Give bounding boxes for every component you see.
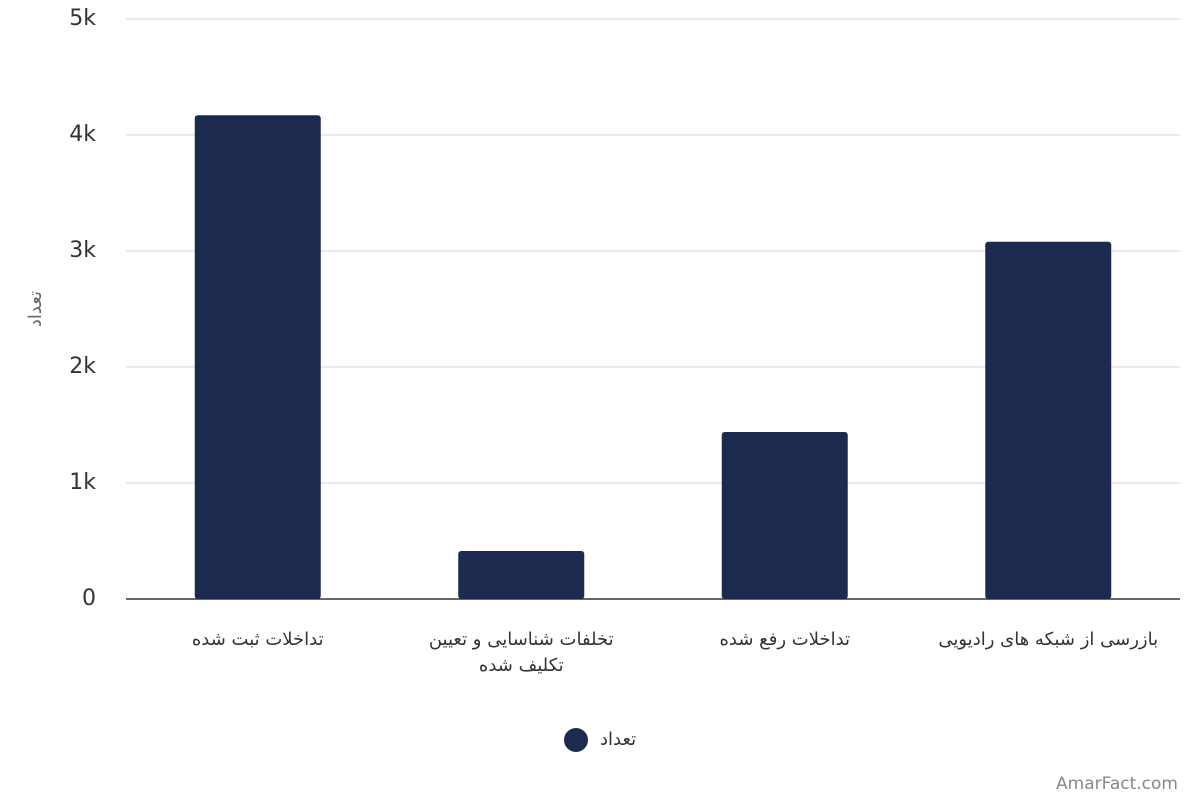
x-tick-label: تداخلات رفع شده <box>719 629 851 650</box>
bar <box>458 550 585 599</box>
legend-marker <box>564 728 588 752</box>
y-axis-label: تعداد <box>25 291 46 327</box>
bar <box>721 431 848 599</box>
y-tick-label: 2k <box>69 354 96 379</box>
y-tick-label: 4k <box>69 122 96 147</box>
x-tick-label: تداخلات ثبت شده <box>191 629 324 650</box>
y-tick-label: 3k <box>69 238 96 263</box>
bar <box>194 115 321 599</box>
y-tick-label: 5k <box>69 6 96 31</box>
bar <box>985 241 1112 599</box>
watermark: AmarFact.com <box>1056 774 1178 794</box>
y-tick-label: 1k <box>69 470 96 495</box>
legend-label: تعداد <box>600 729 636 750</box>
x-tick-label: تخلفات شناسایی و تعیین تکلیف شده <box>428 629 614 676</box>
x-tick-label: بازرسی از شبکه های رادیویی <box>938 629 1159 650</box>
y-tick-label: 0 <box>82 586 96 611</box>
